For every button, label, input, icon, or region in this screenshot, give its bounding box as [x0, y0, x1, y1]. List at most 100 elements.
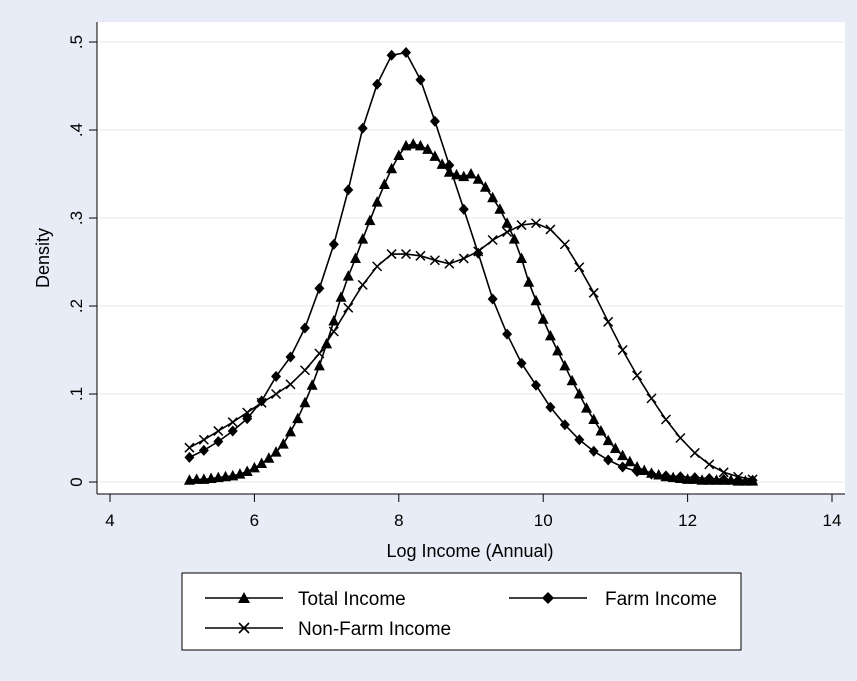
series-0-point-27	[378, 178, 390, 190]
series-1-point-15	[401, 47, 412, 59]
series-0-point-20	[328, 314, 340, 326]
series-2-point-18	[444, 258, 455, 269]
series-1-point-31	[632, 465, 643, 477]
x-tick-label-1: 6	[250, 511, 259, 530]
series-0-point-39	[465, 168, 477, 179]
series-0-point-18	[313, 359, 325, 371]
series-0-point-14	[285, 425, 296, 437]
series-0-point-71	[696, 474, 708, 485]
series-1-point-21	[487, 293, 498, 305]
legend-marker-triangle	[238, 592, 250, 603]
series-1-point-13	[372, 78, 383, 90]
series-0-point-1	[191, 473, 203, 484]
series-2-point-8	[299, 365, 310, 376]
series-1-point-32	[646, 468, 657, 480]
series-0-point-42	[487, 191, 499, 203]
x-tick-label-4: 12	[678, 511, 697, 530]
series-1-point-24	[530, 379, 541, 391]
legend-marker-x	[238, 622, 250, 634]
series-0-point-52	[559, 359, 571, 371]
series-0-point-12	[270, 446, 282, 457]
series-2-point-34	[675, 432, 686, 444]
series-2-point-4	[242, 407, 253, 418]
series-line-1	[189, 51, 753, 482]
series-0-point-28	[386, 162, 398, 174]
series-1-point-16	[415, 74, 426, 86]
series-2-point-28	[588, 287, 599, 298]
series-0-point-56	[588, 413, 600, 425]
series-1-point-20	[473, 247, 484, 259]
series-0-point-33	[422, 143, 434, 154]
series-1-point-37	[718, 473, 729, 485]
series-2-point-5	[256, 397, 267, 408]
series-2-point-2	[213, 425, 224, 436]
axis-labels: Log Income (Annual) Density	[33, 228, 554, 561]
series-1-point-12	[357, 122, 368, 134]
series-1	[184, 47, 758, 486]
series-2-point-25	[545, 224, 556, 235]
series-2-point-29	[603, 316, 614, 327]
series-0-point-13	[277, 438, 289, 449]
series-1-point-30	[617, 461, 628, 473]
series-0-point-51	[552, 344, 564, 356]
series-2-point-6	[271, 388, 282, 400]
series-1-point-22	[502, 328, 513, 340]
series-0-point-9	[248, 461, 260, 473]
series-0-point-53	[566, 374, 578, 386]
series-1-point-2	[213, 436, 224, 448]
series-0-point-21	[335, 291, 347, 302]
series-1-point-17	[429, 115, 440, 127]
series-1-point-6	[271, 370, 282, 382]
series-0-point-43	[494, 203, 506, 214]
series-2-point-35	[689, 447, 700, 458]
series-0-point-45	[508, 233, 520, 244]
series-0-point-47	[523, 276, 535, 287]
series-0-point-60	[617, 449, 629, 461]
y-tick-label-0: 0	[67, 477, 86, 486]
x-tick-label-2: 8	[394, 511, 403, 530]
series-1-point-1	[198, 444, 209, 456]
series-2-point-21	[487, 234, 498, 246]
series-2-point-9	[314, 348, 325, 359]
legend: Total Income Farm Income Non-Farm Income	[181, 572, 742, 651]
series-0-point-24	[357, 233, 369, 244]
series-0-point-8	[241, 465, 253, 476]
series-0-point-49	[537, 313, 549, 324]
series-0-point-11	[263, 452, 275, 463]
series-2-point-38	[733, 471, 744, 482]
series-2-point-1	[198, 434, 209, 445]
series-1-point-26	[559, 419, 570, 431]
series-0-point-41	[479, 181, 491, 192]
series-1-point-14	[386, 49, 397, 61]
series-0-point-58	[602, 434, 614, 446]
series-0-point-26	[371, 196, 383, 207]
series-0-point-40	[472, 173, 484, 184]
x-tick-label-0: 4	[105, 511, 114, 530]
series-2-point-20	[473, 246, 484, 257]
legend-label-total-income: Total Income	[298, 589, 406, 610]
series-2-point-36	[704, 459, 715, 470]
series-1-point-3	[227, 425, 238, 437]
series-1-point-9	[314, 282, 325, 294]
series-1-point-33	[660, 470, 671, 482]
x-tick-label-3: 10	[534, 511, 553, 530]
series-0-point-17	[306, 379, 318, 390]
x-axis-title: Log Income (Annual)	[386, 541, 553, 561]
legend-item-total-income: Total Income	[205, 589, 406, 610]
series-0-point-50	[544, 329, 556, 341]
legend-label-farm-income: Farm Income	[605, 589, 717, 610]
series-2-point-24	[530, 218, 542, 229]
series-2-point-3	[227, 417, 238, 428]
series-2-point-16	[415, 250, 426, 261]
legend-label-non-farm-income: Non-Farm Income	[298, 619, 451, 640]
series-2-point-19	[458, 253, 469, 264]
series-2-point-17	[429, 255, 440, 266]
series-2-point-31	[632, 370, 643, 381]
series-2-point-12	[357, 279, 368, 290]
series-1-point-36	[704, 472, 715, 484]
y-tick-label-5: .5	[67, 35, 86, 49]
legend-box	[181, 572, 742, 651]
series-2-point-10	[328, 326, 339, 337]
y-axis-title: Density	[33, 228, 53, 288]
